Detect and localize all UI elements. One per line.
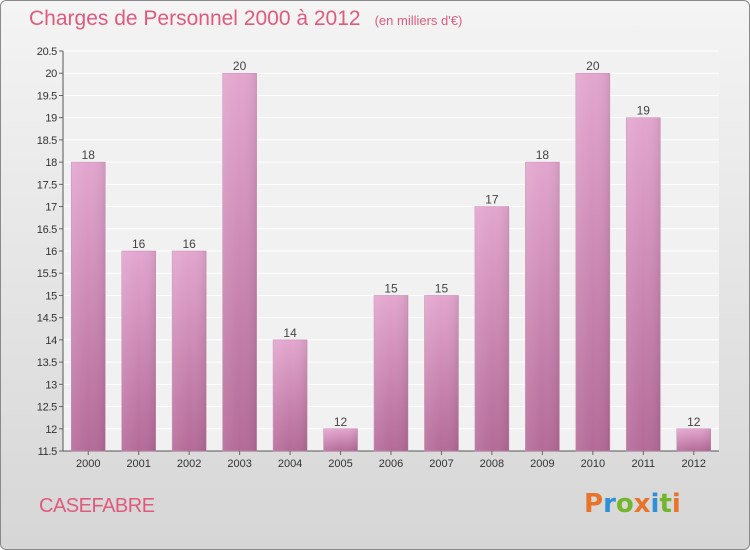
bar-shade [71, 162, 106, 451]
data-label: 16 [132, 237, 146, 251]
y-tick-label: 13 [45, 379, 57, 391]
data-label: 16 [182, 237, 196, 251]
y-tick-label: 14.5 [37, 313, 57, 325]
data-label: 20 [586, 59, 600, 73]
y-tick-label: 20.5 [37, 46, 57, 58]
data-label: 14 [283, 326, 297, 340]
logo-letter: P [584, 489, 604, 519]
x-tick-label: 2005 [328, 458, 352, 470]
data-label: 17 [485, 193, 499, 207]
bar-shade [424, 295, 459, 451]
logo-letter: t [659, 489, 672, 519]
chart-title-text: Charges de Personnel 2000 à 2012 [29, 7, 361, 30]
y-tick-label: 12 [45, 424, 57, 436]
bar-shade [575, 73, 610, 451]
x-tick-label: 2007 [429, 458, 453, 470]
logo-letter: o [615, 489, 634, 519]
proxiti-logo: Proxiti [584, 489, 681, 519]
y-tick-label: 17 [45, 202, 57, 214]
y-tick-label: 16 [45, 246, 57, 258]
bar-shade [273, 339, 308, 451]
bar-shade [172, 251, 207, 451]
bar-shade [222, 73, 257, 451]
commune-name: CASEFABRE [39, 495, 155, 517]
y-tick-label: 17.5 [37, 179, 57, 191]
logo-letter: r [603, 489, 616, 519]
data-label: 20 [233, 59, 247, 73]
x-tick-label: 2012 [682, 458, 706, 470]
y-tick-label: 19 [45, 113, 57, 125]
y-tick-label: 12.5 [37, 402, 57, 414]
logo-letter: x [633, 489, 651, 519]
chart-title: Charges de Personnel 2000 à 2012 (en mill… [29, 7, 462, 31]
y-tick-label: 19.5 [37, 90, 57, 102]
y-tick-label: 18 [45, 157, 57, 169]
y-tick-label: 15 [45, 290, 57, 302]
x-tick-label: 2002 [177, 458, 201, 470]
logo-letter: i [650, 489, 660, 519]
y-tick-label: 13.5 [37, 357, 57, 369]
y-tick-label: 20 [45, 68, 57, 80]
x-tick-label: 2000 [76, 458, 100, 470]
x-tick-label: 2009 [530, 458, 554, 470]
data-label: 12 [334, 415, 348, 429]
x-tick-label: 2011 [631, 458, 655, 470]
x-tick-label: 2003 [227, 458, 251, 470]
y-tick-label: 15.5 [37, 268, 57, 280]
data-label: 15 [384, 281, 398, 295]
bar-shade [626, 117, 661, 452]
x-tick-label: 2006 [379, 458, 403, 470]
y-tick-label: 16.5 [37, 224, 57, 236]
x-tick-label: 2001 [126, 458, 150, 470]
data-label: 15 [435, 281, 449, 295]
bar-shade [525, 162, 560, 451]
y-tick-label: 11.5 [38, 446, 58, 458]
data-label: 18 [82, 148, 96, 162]
y-tick-label: 18.5 [37, 135, 57, 147]
bar-shade [121, 251, 156, 451]
bar-shade [374, 295, 408, 451]
y-tick-label: 14 [45, 335, 57, 347]
x-tick-label: 2008 [480, 458, 504, 470]
data-label: 12 [687, 415, 701, 429]
bar-shade [323, 428, 358, 451]
bar-shade [676, 428, 711, 451]
logo-letter: i [671, 489, 681, 519]
data-label: 18 [536, 148, 550, 162]
x-tick-label: 2004 [278, 458, 302, 470]
chart-subtitle: (en milliers d'€) [374, 13, 463, 28]
bar-shade [474, 206, 509, 451]
x-tick-label: 2010 [581, 458, 605, 470]
data-label: 19 [637, 104, 651, 118]
